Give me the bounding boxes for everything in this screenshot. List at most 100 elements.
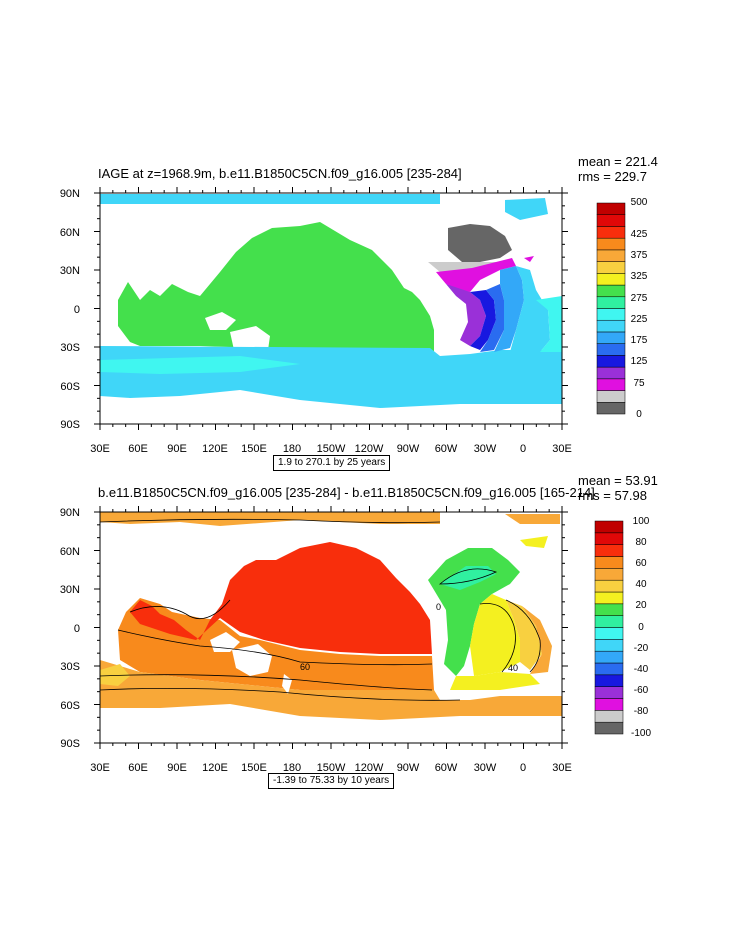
panel1-xtick: 60E [128, 443, 148, 455]
panel2-ocean-fill [100, 512, 562, 720]
panel2-contour-line [505, 599, 541, 673]
colorbar-cell [596, 402, 626, 415]
panel2-arctic [100, 512, 440, 526]
panel1-indopacific [118, 222, 434, 360]
colorbar-cell [596, 331, 626, 344]
panel2-xtick: 120W [355, 762, 384, 774]
panel1-xtick: 0 [520, 443, 526, 455]
panel2-contour-label: 0 [436, 602, 441, 612]
panel2-ytick: 30N [60, 584, 80, 596]
panel1-ytick: 0 [74, 304, 80, 316]
panel2-contour-labels: 60 40 0 [300, 602, 518, 673]
panel1-xtick: 30E [90, 443, 110, 455]
panel1-ytick: 60S [60, 381, 80, 393]
panel2-xtick-labels: 30E 60E 90E 120E 150E 180 150W 120W 90W … [90, 762, 572, 774]
colorbar-cell [594, 650, 624, 664]
panel1-cbar-label: 225 [631, 314, 648, 325]
panel1-atl-purple [446, 284, 486, 346]
panel1-ocean-fill [100, 194, 562, 408]
panel2-contour-line [117, 629, 433, 666]
panel1-mean: mean = 221.4 [578, 154, 658, 169]
panel2-xtick: 150E [241, 762, 267, 774]
panel1-colorbar-labels: 500 425 375 325 275 225 175 125 75 0 [631, 197, 648, 420]
panel2-ytick: 30S [60, 661, 80, 673]
panel2-cbar-label: 100 [633, 516, 650, 527]
panel2-arctic-east [505, 514, 560, 524]
panel1-xtick-labels: 30E 60E 90E 120E 150E 180 150W 120W 90W … [90, 443, 572, 455]
panel2-subtitle: -1.39 to 75.33 by 10 years [268, 773, 395, 789]
panel1-cbar-label: 75 [633, 378, 645, 389]
colorbar-cell [596, 378, 626, 391]
panel2-ytick-labels: 90N 60N 30N 0 30S 60S 90S [60, 507, 80, 750]
panel1-rms: rms = 229.7 [578, 169, 648, 184]
panel1-ticks [94, 187, 568, 430]
panel1-subtitle: 1.9 to 270.1 by 25 years [273, 455, 391, 471]
panel2-map: 60 40 0 30E 60E 90E 120E 150E 180 150W 1… [60, 506, 651, 774]
panel2-cbar-label: -40 [634, 664, 649, 675]
colorbar-cell [594, 544, 624, 557]
panel2-contours [99, 518, 541, 701]
panel1-title: IAGE at z=1968.9m, b.e11.B1850C5CN.f09_g… [98, 166, 462, 181]
panel1-cbar-label: 500 [631, 197, 648, 208]
panel1-xtick: 150E [241, 443, 267, 455]
panel1-southern-light [100, 356, 300, 374]
colorbar-cell [596, 308, 626, 321]
panel2-contour-line [99, 674, 433, 691]
panel2-title: b.e11.B1850C5CN.f09_g16.005 [235-284] - … [98, 485, 595, 500]
panel2-atl-orange [522, 606, 552, 674]
panel1-ytick: 30N [60, 265, 80, 277]
panel2-xtick: 30E [90, 762, 110, 774]
colorbar-cell [596, 237, 626, 251]
panel1-xtick: 30E [552, 443, 572, 455]
panel1-map: 30E 60E 90E 120E 150E 180 150W 120W 90W … [60, 187, 648, 455]
panel1-cbar-label: 175 [631, 335, 648, 346]
panel1-cbar-label: 325 [631, 271, 648, 282]
colorbar-cell [596, 284, 626, 298]
panel2-cbar-label: -80 [634, 706, 649, 717]
panel2-xtick: 150W [317, 762, 346, 774]
panel1-xtick: 90E [167, 443, 187, 455]
panel2-xtick: 30W [474, 762, 497, 774]
panel2-atl-cyan [440, 566, 496, 590]
panel1-atl-blue [470, 290, 496, 350]
panel2-xtick: 90E [167, 762, 187, 774]
panel1-cbar-label: 375 [631, 250, 648, 261]
panel2-xtick: 180 [283, 762, 301, 774]
panel2-cbar-label: 0 [638, 622, 644, 633]
panel1-xtick: 150W [317, 443, 346, 455]
panel2-xtick: 60W [435, 762, 458, 774]
panel1-colorbar [596, 202, 626, 415]
colorbar-cell [594, 627, 624, 640]
panel1-atl-sky [494, 266, 524, 352]
panel2-atl-south [450, 672, 540, 690]
panel1-arctic [100, 194, 440, 204]
panel1-arctic-east [505, 198, 548, 220]
panel2-cbar-label: -100 [631, 728, 651, 739]
panel2-rms: rms = 57.98 [578, 488, 648, 503]
panel2-mean: mean = 53.91 [578, 473, 658, 488]
panel1-med-magenta [524, 256, 534, 262]
colorbar-cell [594, 579, 624, 593]
panel1-atl-magenta [436, 258, 516, 292]
colorbar-cell [594, 615, 624, 628]
colorbar-cell [596, 261, 626, 274]
panel2-cbar-label: 20 [635, 600, 647, 611]
panel1-xtick: 180 [283, 443, 301, 455]
panel1-xtick: 90W [397, 443, 420, 455]
panel1-xtick: 30W [474, 443, 497, 455]
colorbar-cell [594, 686, 624, 699]
panel2-cbar-label: -60 [634, 685, 649, 696]
colorbar-cell [596, 343, 626, 356]
panel2-colorbar-labels: 100 80 60 40 20 0 -20 -40 -60 -80 -100 [631, 516, 651, 739]
colorbar-cell [596, 355, 626, 368]
panel1-ytick-labels: 90N 60N 30N 0 30S 60S 90S [60, 188, 80, 431]
panel2-ytick: 60S [60, 700, 80, 712]
panel1-cbar-label: 0 [636, 409, 642, 420]
panel2-contour-line [479, 603, 516, 673]
panel2-colorbar [594, 520, 624, 735]
panel1-atl-north-grey [448, 224, 512, 262]
panel1-xtick: 120W [355, 443, 384, 455]
panel1-atl-east [536, 296, 562, 352]
colorbar-cell [594, 698, 624, 711]
panel1-xtick: 60W [435, 443, 458, 455]
